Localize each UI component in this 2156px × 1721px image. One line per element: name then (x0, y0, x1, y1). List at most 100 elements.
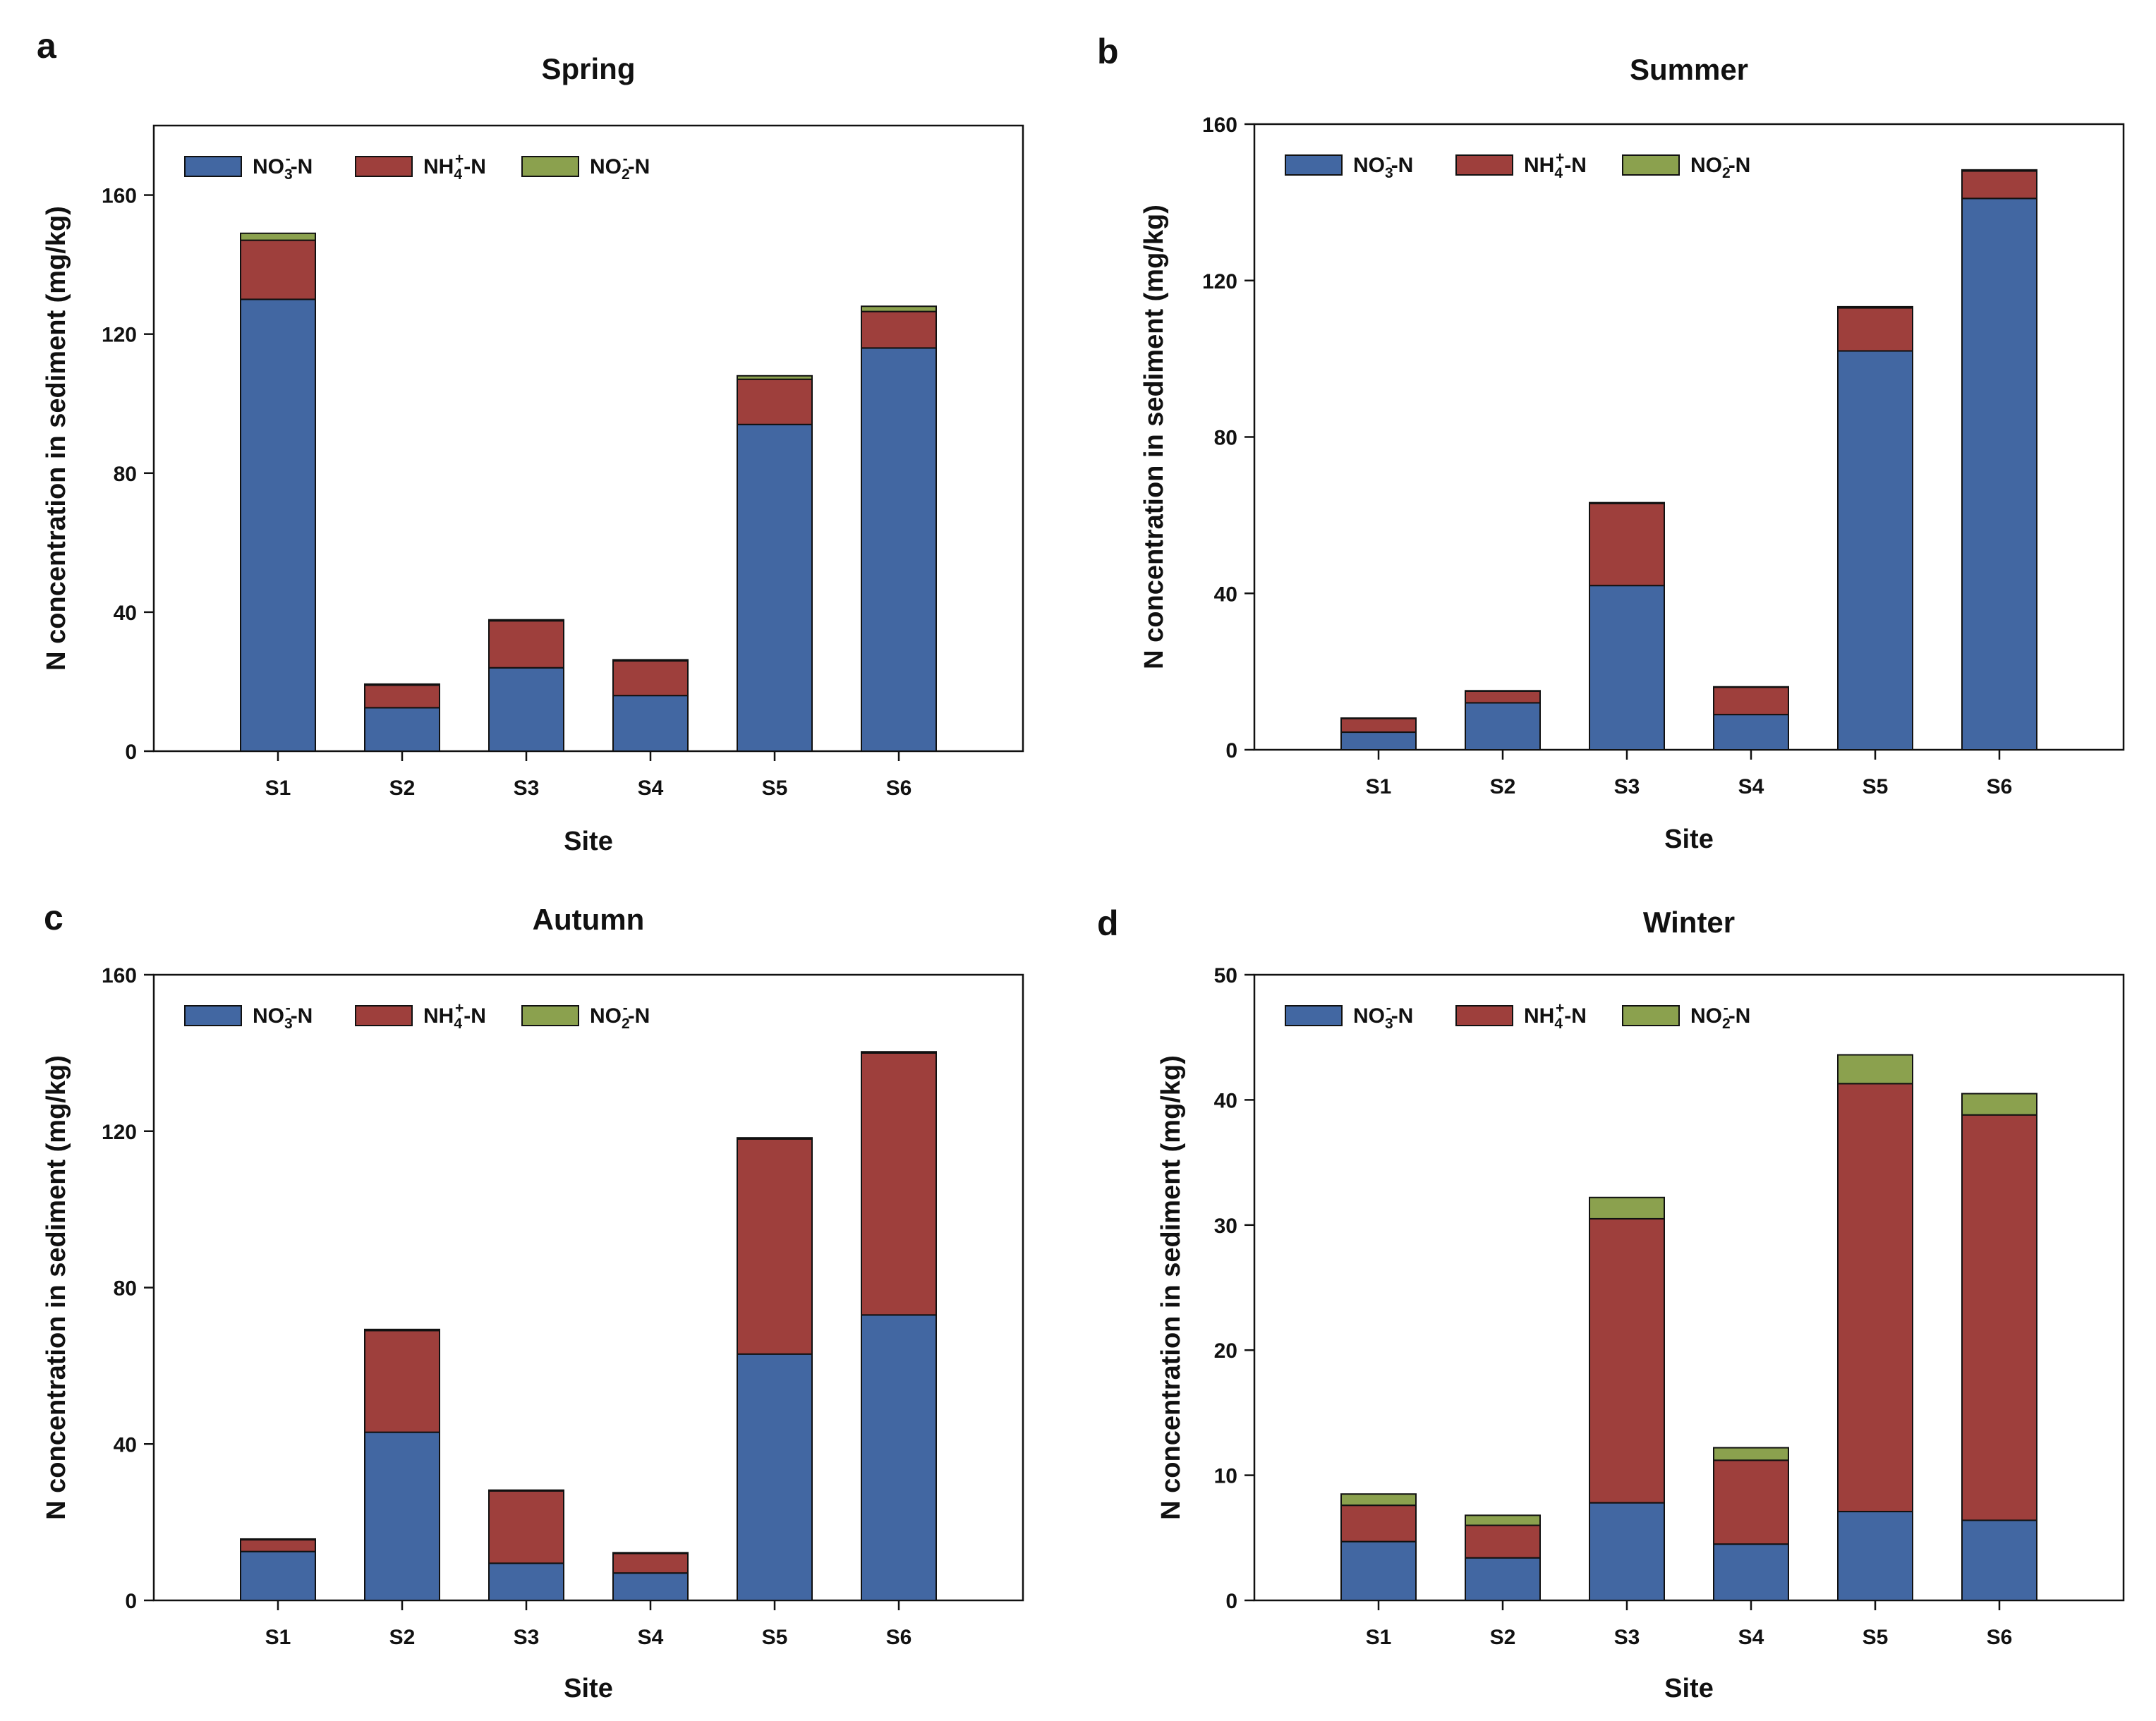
y-axis-label: N concentration in sediment (mg/kg) (42, 1055, 71, 1520)
bar-S4-2 (612, 659, 689, 662)
y-tick-label: 0 (1225, 1590, 1237, 1613)
y-tick-label: 20 (1214, 1339, 1237, 1363)
bar-S2-0 (364, 707, 440, 752)
legend-label-2: NO2--N (1690, 1000, 1750, 1032)
bar-S4-1 (1713, 686, 1789, 716)
bar-S4-2 (1713, 686, 1789, 688)
legend: NO3--N NH4+-N NO2--N (184, 151, 650, 183)
bar-S3-1 (1589, 502, 1665, 587)
bar-S2-0 (1465, 702, 1541, 750)
y-tick-label: 0 (125, 1590, 137, 1613)
x-tick-label: S1 (1366, 775, 1392, 798)
bar-S3-1 (488, 1490, 564, 1564)
y-tick-label: 160 (102, 964, 137, 987)
bar-S1-1 (1340, 1504, 1417, 1543)
bar-S1-0 (240, 1550, 316, 1601)
x-tick-label: S5 (762, 1626, 788, 1649)
panel-d: d Winter 0 10 20 30 40 50 S1 S2 S3 S4 S5 S6 Site N conc… (1097, 904, 2125, 1703)
y-tick-label: 120 (102, 324, 137, 347)
bar-S6-0 (1961, 1519, 2037, 1602)
x-tick-label: S3 (1614, 1626, 1640, 1649)
bar-S6-1 (1961, 170, 2037, 200)
chart-title: Summer (1630, 53, 1748, 86)
bar-S5-2 (737, 1137, 813, 1140)
legend-swatch-1 (1455, 154, 1513, 176)
x-tick-label: S6 (886, 1626, 912, 1649)
legend-label-2: NO2--N (590, 151, 650, 183)
bar-S6-2 (1961, 169, 2037, 172)
panel-letter: a (37, 26, 57, 66)
legend-label-2: NO2--N (590, 1000, 650, 1032)
bar-S4-2 (612, 1552, 689, 1555)
legend-label-2: NO2--N (1690, 150, 1750, 181)
x-tick-label: S2 (389, 777, 416, 800)
bar-S5-1 (737, 1138, 813, 1355)
bar-S4-2 (1713, 1447, 1789, 1461)
y-tick-label: 30 (1214, 1215, 1237, 1238)
bar-S5-2 (1837, 1054, 1913, 1085)
panel-letter: d (1097, 904, 1119, 943)
y-tick-label: 160 (102, 185, 137, 208)
panel-letter: c (44, 898, 63, 937)
y-tick-label: 80 (114, 1277, 137, 1301)
bar-S4-0 (1713, 1543, 1789, 1601)
legend-label-0: NO3--N (253, 1000, 313, 1032)
bar-S3-0 (488, 1562, 564, 1602)
y-tick-label: 40 (1214, 583, 1237, 606)
legend-swatch-2 (1622, 1005, 1680, 1026)
x-axis-label: Site (1664, 825, 1714, 854)
bar-S3-0 (1589, 1502, 1665, 1601)
bar-S1-1 (1340, 717, 1417, 734)
panel-a: a Spring 0 40 80 120 160 S1 S2 S3 S4 S5 S6 Site N conc… (37, 26, 1024, 856)
legend-label-1: NH4+-N (423, 151, 486, 183)
bar-S6-1 (861, 1052, 937, 1316)
y-tick-label: 120 (102, 1121, 137, 1144)
bar-S1-2 (1340, 717, 1417, 719)
bar-S6-0 (861, 1314, 937, 1602)
bar-S4-1 (612, 659, 689, 697)
chart-title: Winter (1643, 906, 1735, 939)
y-tick-label: 10 (1214, 1465, 1237, 1488)
panel-letter: b (1097, 32, 1119, 71)
legend-swatch-1 (355, 156, 413, 177)
y-tick-label: 80 (114, 463, 137, 486)
y-tick-label: 0 (1225, 739, 1237, 762)
legend-swatch-2 (521, 156, 579, 177)
bar-S3-0 (488, 667, 564, 753)
legend-swatch-0 (184, 1005, 242, 1026)
bar-S6-1 (1961, 1114, 2037, 1521)
y-tick-label: 160 (1202, 114, 1237, 137)
y-axis-label: N concentration in sediment (mg/kg) (1156, 1055, 1186, 1520)
x-tick-label: S2 (1490, 1626, 1516, 1649)
x-axis-label: Site (1664, 1674, 1714, 1703)
legend-swatch-2 (1622, 154, 1680, 176)
bar-S2-1 (1465, 690, 1541, 704)
bar-S6-1 (861, 310, 937, 349)
x-tick-label: S1 (265, 777, 291, 800)
y-tick-label: 80 (1214, 427, 1237, 450)
legend-swatch-1 (355, 1005, 413, 1026)
bar-S2-1 (364, 684, 440, 709)
bar-S4-0 (1713, 714, 1789, 751)
x-tick-label: S2 (389, 1626, 416, 1649)
bar-S5-1 (1837, 307, 1913, 352)
bar-S5-0 (737, 1353, 813, 1602)
bar-S3-1 (488, 620, 564, 669)
y-axis-label: N concentration in sediment (mg/kg) (42, 206, 71, 671)
chart-title: Spring (542, 52, 636, 85)
x-tick-label: S4 (638, 777, 664, 800)
panel-b: b Summer 0 40 80 120 160 S1 S2 S3 S4 S5 S6 Site N conc… (1097, 32, 2125, 854)
bar-S2-0 (364, 1431, 440, 1602)
x-tick-label: S1 (265, 1626, 291, 1649)
bar-S1-2 (1340, 1493, 1417, 1507)
legend: NO3--N NH4+-N NO2--N (1285, 150, 1750, 181)
x-axis-label: Site (564, 1674, 613, 1703)
bar-S2-1 (1465, 1524, 1541, 1559)
bar-S2-2 (364, 1328, 440, 1332)
bar-S5-0 (1837, 350, 1913, 751)
bar-S2-1 (364, 1330, 440, 1433)
x-tick-label: S3 (514, 1626, 540, 1649)
legend-swatch-0 (184, 156, 242, 177)
bar-S3-2 (488, 1489, 564, 1492)
